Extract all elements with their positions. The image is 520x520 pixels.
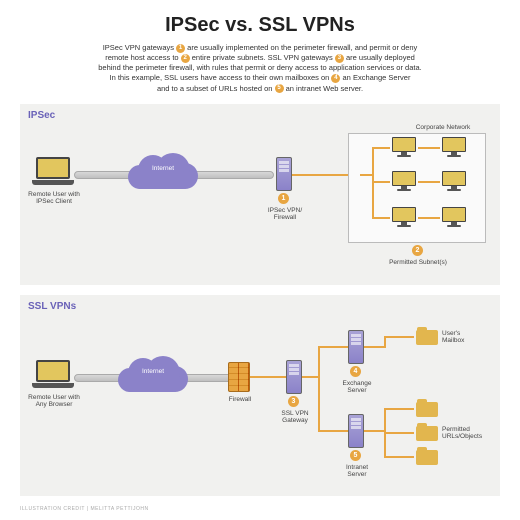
desc-text: IPSec VPN gateways [103, 43, 176, 52]
connector-line [384, 456, 414, 458]
desc-text: are usually implemented on the perimeter… [187, 43, 417, 52]
laptop-icon [32, 157, 74, 187]
laptop-icon [32, 360, 74, 390]
badge-2-inline: 2 [181, 54, 190, 63]
badge-4-inline: 4 [331, 74, 340, 83]
remote-user-label: Remote User with Any Browser [24, 394, 84, 408]
corporate-network-label: Corporate Network [398, 124, 488, 131]
permitted-subnets-label: Permitted Subnet(s) [378, 259, 458, 266]
connector-line [364, 430, 386, 432]
folder-icon [416, 450, 438, 465]
diagram-ipsec: SSL/TLS Tunnel Remote User with IPSec Cl… [28, 125, 492, 275]
cloud-label: Internet [142, 368, 164, 375]
panel-sslvpn: SSL VPNs SSL/TLS Tunnel Remote User with… [20, 295, 500, 496]
server-icon [348, 330, 364, 364]
monitor-icon [442, 137, 466, 157]
panel-sslvpn-title: SSL VPNs [28, 301, 492, 312]
connector-line [418, 181, 440, 183]
connector-line [318, 346, 348, 348]
panel-ipsec: IPSec SSL/TLS Tunnel Remote User with IP… [20, 104, 500, 285]
folder-icon [416, 426, 438, 441]
server-icon [286, 360, 302, 394]
connector-line [372, 147, 390, 149]
desc-text: In this example, SSL users have access t… [110, 73, 332, 82]
description: IPSec VPN gateways 1 are usually impleme… [30, 43, 490, 94]
panel-ipsec-title: IPSec [28, 110, 492, 121]
connector-line [372, 217, 390, 219]
gateway-label: SSL VPN Gateway [272, 410, 318, 424]
monitor-icon [442, 207, 466, 227]
badge-4: 4 [350, 366, 361, 377]
desc-text: remote host access to [105, 53, 180, 62]
badge-3-inline: 3 [335, 54, 344, 63]
credit-text: ILLUSTRATION CREDIT | MELITTA PETTIJOHN [20, 506, 500, 512]
monitor-icon [392, 171, 416, 191]
connector-line [384, 408, 414, 410]
desc-text: behind the perimeter firewall, with rule… [98, 63, 422, 72]
firewall-label: Firewall [222, 396, 258, 403]
server-icon [276, 157, 292, 191]
desc-text: and to a subset of URLs hosted on [157, 84, 275, 93]
badge-1-inline: 1 [176, 44, 185, 53]
connector-line [364, 346, 386, 348]
monitor-icon [442, 171, 466, 191]
badge-5: 5 [350, 450, 361, 461]
folder-icon [416, 330, 438, 345]
page-title: IPSec vs. SSL VPNs [20, 14, 500, 37]
badge-3: 3 [288, 396, 299, 407]
connector-line [372, 147, 374, 219]
connector-line [372, 181, 390, 183]
frame: IPSec vs. SSL VPNs IPSec VPN gateways 1 … [0, 0, 520, 520]
cloud-icon: Internet [118, 356, 188, 396]
folder-icon [416, 402, 438, 417]
desc-text: an Exchange Server [343, 73, 411, 82]
cloud-icon: Internet [128, 153, 198, 193]
server-icon [348, 414, 364, 448]
connector-line [250, 376, 286, 378]
desc-text: are usually deployed [346, 53, 415, 62]
monitor-icon [392, 207, 416, 227]
badge-5-inline: 5 [275, 84, 284, 93]
diagram-sslvpn: SSL/TLS Tunnel Remote User with Any Brow… [28, 316, 492, 486]
mailbox-label: User's Mailbox [442, 330, 486, 344]
connector-line [318, 430, 348, 432]
intranet-label: Intranet Server [336, 464, 378, 478]
badge-1: 1 [278, 193, 289, 204]
connector-line [384, 432, 414, 434]
connector-line [418, 147, 440, 149]
cloud-label: Internet [152, 165, 174, 172]
firewall-icon [228, 362, 250, 392]
desc-text: an intranet Web server. [286, 84, 363, 93]
exchange-label: Exchange Server [336, 380, 378, 394]
connector-line [384, 336, 414, 338]
badge-2: 2 [412, 245, 423, 256]
remote-user-label: Remote User with IPSec Client [24, 191, 84, 205]
connector-line [318, 346, 320, 432]
connector-line [418, 217, 440, 219]
desc-text: entire private subnets. SSL VPN gateways [192, 53, 335, 62]
ipsec-firewall-label: IPSec VPN/ Firewall [260, 207, 310, 221]
permitted-urls-label: Permitted URLs/Objects [442, 426, 492, 440]
monitor-icon [392, 137, 416, 157]
